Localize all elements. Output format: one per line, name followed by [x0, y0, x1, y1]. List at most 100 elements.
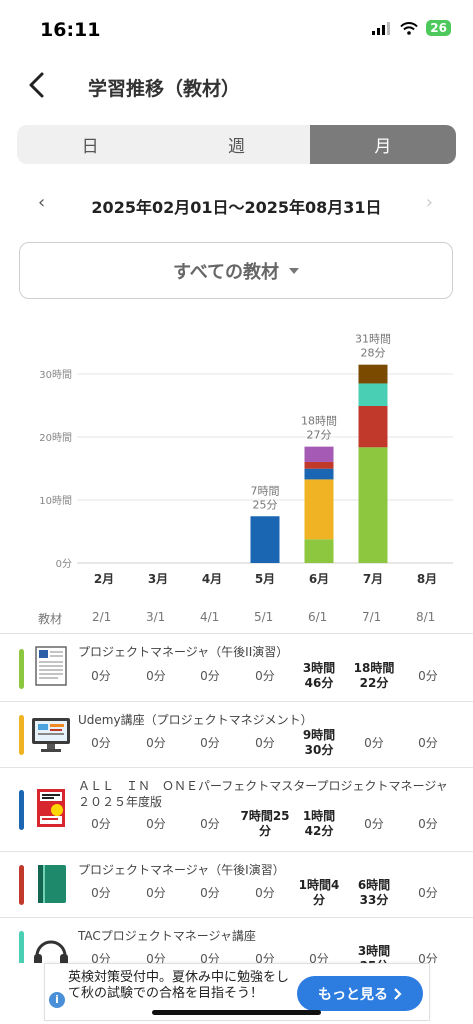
- table-row[interactable]: Udemy講座（プロジェクトマネジメント） 0分 0分 0分 0分 9時間30分…: [0, 701, 473, 767]
- next-period-chevron-icon[interactable]: ›: [425, 192, 433, 213]
- period-segmented-control: 日 週 月: [17, 125, 456, 164]
- bar-segment: [304, 461, 334, 469]
- row-color-bar: [19, 865, 24, 905]
- bar-total-label: 28分: [361, 347, 386, 360]
- y-tick-label: 20時間: [39, 432, 72, 444]
- table-row[interactable]: TACプロジェクトマネージャ講座 0分 0分 0分 0分 0分 3時間35分 0…: [0, 917, 473, 963]
- row-color-bar: [19, 649, 24, 689]
- row-value: 0分: [255, 669, 275, 683]
- row-value: 0分: [146, 952, 166, 963]
- x-tick-label: 8月: [417, 572, 437, 586]
- wifi-icon: [400, 21, 419, 35]
- caret-down-icon: [289, 267, 300, 274]
- row-value: 0分: [146, 817, 166, 831]
- row-value: 0分: [364, 817, 384, 831]
- headphones-icon: [34, 940, 68, 963]
- document-icon: [35, 646, 67, 686]
- row-value: 0分: [418, 952, 438, 963]
- x-tick-label: 3月: [148, 572, 168, 586]
- bar-total-label: 18時間: [301, 415, 337, 428]
- row-value: 0分: [200, 817, 220, 831]
- tab-day[interactable]: 日: [81, 137, 99, 157]
- table-row[interactable]: プロジェクトマネージャ（午後I演習） 0分 0分 0分 0分 1時間4分 6時間…: [0, 851, 473, 917]
- row-value: 0分: [91, 952, 111, 963]
- row-value: 0分: [200, 669, 220, 683]
- bar-segment: [358, 406, 388, 448]
- bar-segment: [304, 479, 334, 540]
- status-time: 16:11: [40, 19, 101, 41]
- row-value: 0分: [200, 886, 220, 900]
- tab-month[interactable]: 月: [309, 125, 456, 164]
- row-value: 0分: [255, 736, 275, 750]
- row-value: 0分: [200, 736, 220, 750]
- row-value: 0分: [418, 817, 438, 831]
- table-column-header: 2/1: [92, 610, 112, 624]
- promo-banner[interactable]: i 英検対策受付中。夏休み中に勉強をして秋の試験での合格を目指そう！ もっと見る: [44, 963, 430, 1021]
- date-range-selector: ‹ 2025年02月01日〜2025年08月31日 ›: [0, 190, 473, 220]
- monitor-icon: [32, 718, 70, 752]
- row-value: 18時間22分: [353, 661, 395, 690]
- chevron-right-icon: [394, 987, 402, 1000]
- see-more-label: もっと見る: [318, 986, 388, 1003]
- row-value: 7時間25分: [240, 809, 290, 838]
- notebook-icon: [38, 865, 66, 903]
- row-value: 0分: [418, 669, 438, 683]
- see-more-button[interactable]: もっと見る: [297, 976, 423, 1011]
- row-value: 0分: [255, 886, 275, 900]
- book-cover-icon: [37, 789, 65, 827]
- row-value: 0分: [91, 669, 111, 683]
- back-chevron-icon[interactable]: [22, 68, 52, 102]
- bar-total-label: 7時間: [251, 484, 280, 497]
- row-value: 0分: [255, 952, 275, 963]
- bar-total-label: 25分: [253, 498, 278, 511]
- table-header-material: 教材: [38, 612, 63, 626]
- y-tick-label: 30時間: [39, 369, 72, 381]
- row-value: 0分: [91, 736, 111, 750]
- row-value: 0分: [418, 886, 438, 900]
- row-value: 3時間46分: [302, 661, 336, 690]
- table-column-header: 8/1: [416, 610, 436, 624]
- bar-segment: [304, 446, 334, 462]
- table-row[interactable]: ＡＬＬ ＩＮ ＯＮＥパーフェクトマスタープロジェクトマネージャ ２０２５年度版 …: [0, 767, 473, 851]
- bar-segment: [358, 364, 388, 384]
- row-value: 0分: [146, 886, 166, 900]
- row-value: 6時間33分: [357, 878, 391, 907]
- row-material-name: ＡＬＬ ＩＮ ＯＮＥパーフェクトマスタープロジェクトマネージャ ２０２５年度版: [78, 779, 460, 809]
- row-color-bar: [19, 931, 24, 963]
- row-value: 0分: [146, 669, 166, 683]
- row-color-bar: [19, 715, 24, 755]
- row-value: 0分: [364, 736, 384, 750]
- row-value: 1時間4分: [298, 878, 340, 907]
- bar-segment: [304, 539, 334, 563]
- row-material-name: Udemy講座（プロジェクトマネジメント）: [78, 713, 313, 727]
- status-bar: 16:11 26: [0, 0, 473, 58]
- row-color-bar: [19, 790, 24, 830]
- bar-segment: [250, 516, 280, 563]
- table-column-header: 7/1: [362, 610, 382, 624]
- table-column-header: 3/1: [146, 610, 166, 624]
- prev-period-chevron-icon[interactable]: ‹: [38, 192, 46, 213]
- row-value: 0分: [91, 817, 111, 831]
- x-tick-label: 5月: [255, 572, 275, 586]
- row-value: 3時間35分: [357, 944, 391, 963]
- x-tick-label: 4月: [202, 572, 222, 586]
- row-value: 0分: [146, 736, 166, 750]
- bar-total-label: 27分: [307, 429, 332, 442]
- row-value: 0分: [200, 952, 220, 963]
- row-value: 0分: [418, 736, 438, 750]
- bar-segment: [358, 447, 388, 563]
- info-icon[interactable]: i: [49, 992, 65, 1008]
- y-tick-label: 0分: [56, 558, 72, 570]
- x-tick-label: 7月: [363, 572, 383, 586]
- x-tick-label: 2月: [94, 572, 114, 586]
- table-row[interactable]: プロジェクトマネージャ（午後II演習） 0分 0分 0分 0分 3時間46分 1…: [0, 633, 473, 701]
- table-column-header: 6/1: [308, 610, 328, 624]
- row-material-name: プロジェクトマネージャ（午後II演習）: [78, 645, 289, 659]
- row-material-name: プロジェクトマネージャ（午後I演習）: [78, 863, 285, 877]
- x-tick-label: 6月: [309, 572, 329, 586]
- table-column-header: 4/1: [200, 610, 220, 624]
- material-filter-dropdown[interactable]: すべての教材: [19, 242, 453, 299]
- tab-week[interactable]: 週: [227, 137, 245, 157]
- status-icons: 26: [372, 20, 451, 36]
- signal-icon: [372, 21, 391, 35]
